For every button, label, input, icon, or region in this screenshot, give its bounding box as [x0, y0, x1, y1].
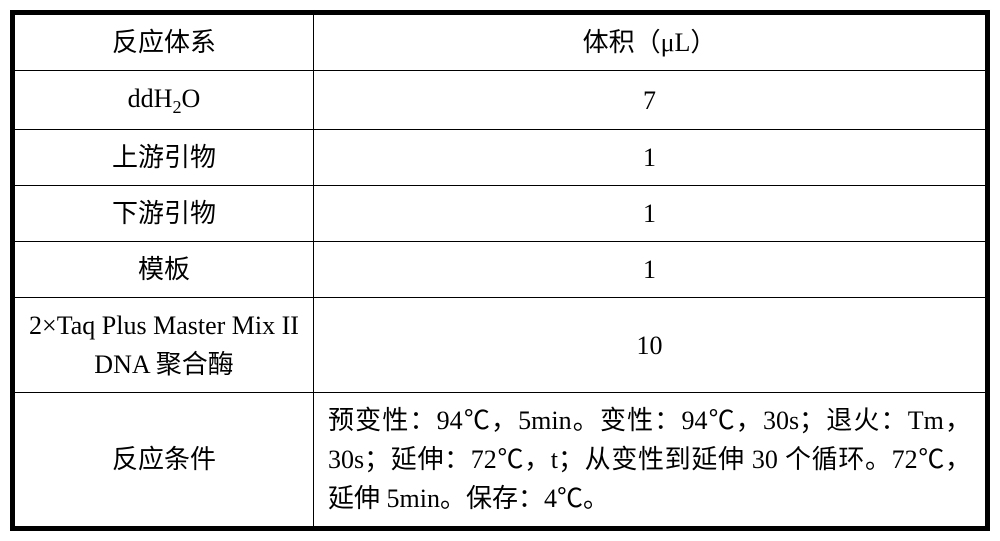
table-row: 上游引物 1: [15, 130, 986, 186]
table-header-row: 反应体系 体积（μL）: [15, 15, 986, 71]
row-label: 反应条件: [15, 393, 314, 527]
row-label: 2×Taq Plus Master Mix II DNA 聚合酶: [15, 298, 314, 393]
row-label: 模板: [15, 242, 314, 298]
table-row: ddH2O 7: [15, 71, 986, 130]
row-value: 1: [314, 130, 986, 186]
header-volume: 体积（μL）: [314, 15, 986, 71]
header-reaction-system: 反应体系: [15, 15, 314, 71]
row-label: 下游引物: [15, 186, 314, 242]
table-row: 反应条件 预变性：94℃，5min。变性：94℃，30s；退火：Tm，30s；延…: [15, 393, 986, 527]
pcr-reaction-table: 反应体系 体积（μL） ddH2O 7 上游引物 1 下游引物 1 模板 1 2…: [14, 14, 986, 527]
row-value: 1: [314, 242, 986, 298]
row-label: ddH2O: [15, 71, 314, 130]
row-value: 预变性：94℃，5min。变性：94℃，30s；退火：Tm，30s；延伸：72℃…: [314, 393, 986, 527]
row-value: 1: [314, 186, 986, 242]
row-value: 7: [314, 71, 986, 130]
table-row: 模板 1: [15, 242, 986, 298]
pcr-reaction-table-container: 反应体系 体积（μL） ddH2O 7 上游引物 1 下游引物 1 模板 1 2…: [10, 10, 990, 531]
table-row: 2×Taq Plus Master Mix II DNA 聚合酶 10: [15, 298, 986, 393]
row-value: 10: [314, 298, 986, 393]
table-row: 下游引物 1: [15, 186, 986, 242]
row-label: 上游引物: [15, 130, 314, 186]
table-body: 反应体系 体积（μL） ddH2O 7 上游引物 1 下游引物 1 模板 1 2…: [15, 15, 986, 527]
